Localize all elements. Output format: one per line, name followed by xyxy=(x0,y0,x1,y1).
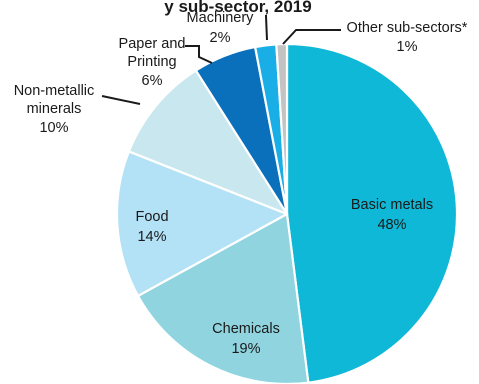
leader-lines xyxy=(101,15,341,105)
slice-labels: Basic metals 48% Chemicals 19% Food 14% Non-me… xyxy=(14,10,468,357)
leader-line-paper-and-printing xyxy=(185,45,213,64)
pie-slice-food xyxy=(115,150,289,297)
slice-value-label-chemicals: 19% xyxy=(231,341,260,357)
slice-name-label-chemicals: Chemicals xyxy=(212,321,280,337)
pie-slice-basic-metals xyxy=(285,42,459,384)
slice-value-label-basic-metals: 48% xyxy=(377,217,406,233)
leader-line-non-metallic-minerals xyxy=(101,95,141,105)
slice-name-label-paper-and-printing: Printing xyxy=(127,54,176,70)
slice-name-label-non-metallic-minerals: Non-metallic xyxy=(14,83,95,99)
leader-line-machinery xyxy=(265,15,268,41)
slice-value-label-non-metallic-minerals: 10% xyxy=(39,120,68,136)
slice-name-label-basic-metals: Basic metals xyxy=(351,197,433,213)
slice-value-label-paper-and-printing: 6% xyxy=(142,73,163,89)
slice-name-label-machinery: Machinery xyxy=(187,10,255,26)
pie-slice-non-metallic-minerals xyxy=(127,69,289,216)
slice-value-label-machinery: 2% xyxy=(210,30,231,46)
slice-name-label-food: Food xyxy=(135,209,168,225)
pie-slice-other-sub-sectors xyxy=(275,42,289,216)
slice-value-label-other-sub-sectors: 1% xyxy=(397,39,418,55)
slice-value-label-food: 14% xyxy=(137,229,166,245)
leader-line-other-sub-sectors xyxy=(282,29,341,45)
pie-slices xyxy=(115,42,459,384)
slice-name-label-other-sub-sectors: Other sub-sectors* xyxy=(347,20,468,36)
slice-name-label-paper-and-printing: Paper and xyxy=(119,36,186,52)
slice-name-label-non-metallic-minerals: minerals xyxy=(27,101,82,117)
chart-title-fragment: y sub-sector, 2019 xyxy=(164,0,311,16)
